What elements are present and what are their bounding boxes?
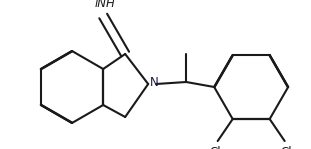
Text: N: N [150,76,159,90]
Text: Cl: Cl [210,146,221,149]
Text: Cl: Cl [281,146,292,149]
Text: iNH: iNH [95,0,116,10]
